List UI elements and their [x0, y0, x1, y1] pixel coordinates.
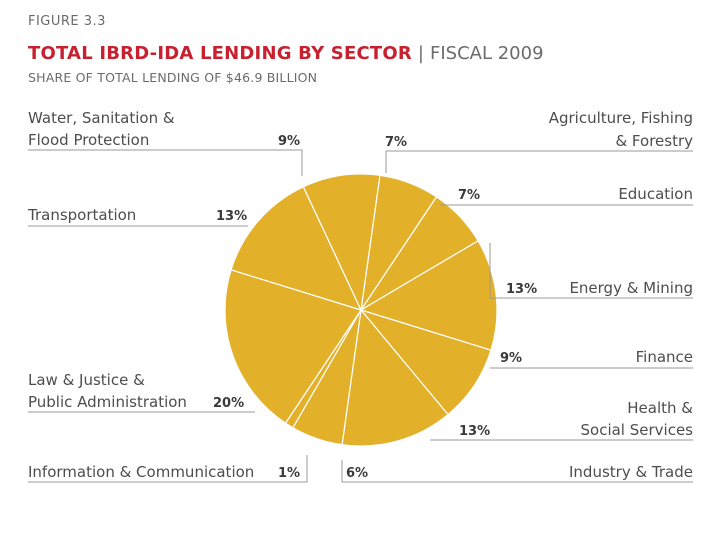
- slice-label-finance: Finance: [636, 348, 693, 366]
- pie-slices: [224, 173, 498, 447]
- chart-title: TOTAL IBRD-IDA LENDING BY SECTOR | FISCAL …: [28, 43, 544, 64]
- chart-title-main: TOTAL IBRD-IDA LENDING BY SECTOR: [28, 43, 412, 64]
- pie-slice-finance: [359, 308, 492, 416]
- slice-percent-water-sanitation-and-flood-protection: 9%: [278, 134, 300, 149]
- chart-title-year: FISCAL 2009: [430, 43, 544, 64]
- slice-label-industry-and-trade: Industry & Trade: [569, 463, 693, 481]
- slice-label-agriculture-fishing-and-forestry-line-2: & Forestry: [615, 132, 693, 150]
- slice-percent-energy-and-mining: 13%: [506, 282, 537, 297]
- slice-label-information-and-communication: Information & Communication: [28, 463, 254, 481]
- slice-label-energy-and-mining: Energy & Mining: [569, 279, 693, 297]
- pie-slice-law-and-justice-and-public-administration: [224, 269, 362, 424]
- slice-percent-agriculture-fishing-and-forestry: 7%: [385, 135, 407, 150]
- title-separator: |: [417, 43, 424, 64]
- pie-slice-transportation: [230, 186, 363, 311]
- leader-line-energy-and-mining: [489, 243, 693, 299]
- chart-subtitle: SHARE OF TOTAL LENDING OF $46.9 BILLION: [28, 70, 318, 85]
- slice-label-health-and-social-services-line-1: Health &: [627, 399, 693, 417]
- slice-label-transportation: Transportation: [27, 206, 136, 224]
- slice-label-water-sanitation-and-flood-protection-line-1: Water, Sanitation &: [28, 109, 175, 127]
- slice-percent-industry-and-trade: 6%: [346, 466, 368, 481]
- leader-line-water-sanitation-and-flood-protection: [28, 149, 303, 176]
- slice-percent-law-and-justice-and-public-administration: 20%: [213, 396, 244, 411]
- slice-label-education: Education: [618, 185, 693, 203]
- slice-label-law-and-justice-and-public-administration-line-2: Public Administration: [28, 393, 187, 411]
- slice-percent-transportation: 13%: [216, 209, 247, 224]
- slice-percent-health-and-social-services: 13%: [459, 424, 490, 439]
- slice-percent-information-and-communication: 1%: [278, 466, 300, 481]
- slice-label-water-sanitation-and-flood-protection-line-2: Flood Protection: [28, 131, 149, 149]
- leader-lines: [28, 149, 693, 483]
- slice-label-health-and-social-services-line-2: Social Services: [581, 421, 694, 439]
- slice-labels: Agriculture, Fishing & Forestry 7% Educatio…: [27, 109, 693, 481]
- figure-number: FIGURE 3.3: [28, 14, 106, 29]
- slice-label-law-and-justice-and-public-administration-line-1: Law & Justice &: [28, 371, 145, 389]
- pie-slice-energy-and-mining: [359, 240, 498, 351]
- slice-label-agriculture-fishing-and-forestry-line-1: Agriculture, Fishing: [549, 109, 693, 127]
- pie-slice-health-and-social-services: [341, 308, 449, 447]
- pie-slice-water-sanitation-and-flood-protection: [302, 173, 381, 313]
- slice-percent-education: 7%: [458, 188, 480, 203]
- leader-line-industry-and-trade: [341, 460, 693, 483]
- leader-line-agriculture-fishing-and-forestry: [385, 150, 693, 173]
- slice-percent-finance: 9%: [500, 351, 522, 366]
- leader-line-information-and-communication: [28, 455, 308, 483]
